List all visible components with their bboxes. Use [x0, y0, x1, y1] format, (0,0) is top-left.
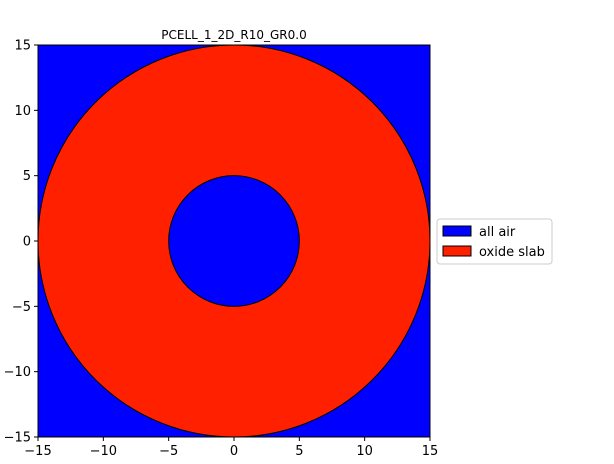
- legend-label-air: all air: [479, 225, 516, 240]
- x-axis: −15 −10 −5 0 5 10 15: [24, 437, 438, 459]
- x-tick-label: −10: [90, 444, 117, 459]
- x-tick-label: −15: [24, 444, 51, 459]
- y-tick-label: −5: [12, 300, 31, 315]
- axes-area: [37, 44, 431, 438]
- x-tick-label: 15: [422, 444, 439, 459]
- x-tick-label: −5: [159, 444, 178, 459]
- legend: all air oxide slab: [436, 218, 553, 265]
- legend-swatch-oxide: [442, 245, 472, 257]
- y-tick-label: −15: [4, 431, 31, 446]
- y-tick-label: 15: [14, 39, 31, 54]
- y-tick-label: 10: [14, 104, 31, 119]
- y-tick-label: 0: [23, 235, 31, 250]
- y-axis: −15 −10 −5 0 5 10 15: [4, 39, 38, 446]
- y-tick-label: 5: [23, 169, 31, 184]
- y-tick-label: −10: [4, 365, 31, 380]
- legend-label-oxide: oxide slab: [479, 245, 545, 260]
- legend-swatch-air: [442, 225, 472, 237]
- x-tick-label: 5: [295, 444, 303, 459]
- x-tick-label: 0: [230, 444, 238, 459]
- air-hole-inner-circle: [168, 175, 300, 307]
- x-tick-label: 10: [356, 444, 373, 459]
- plot-title: PCELL_1_2D_R10_GR0.0: [161, 28, 306, 42]
